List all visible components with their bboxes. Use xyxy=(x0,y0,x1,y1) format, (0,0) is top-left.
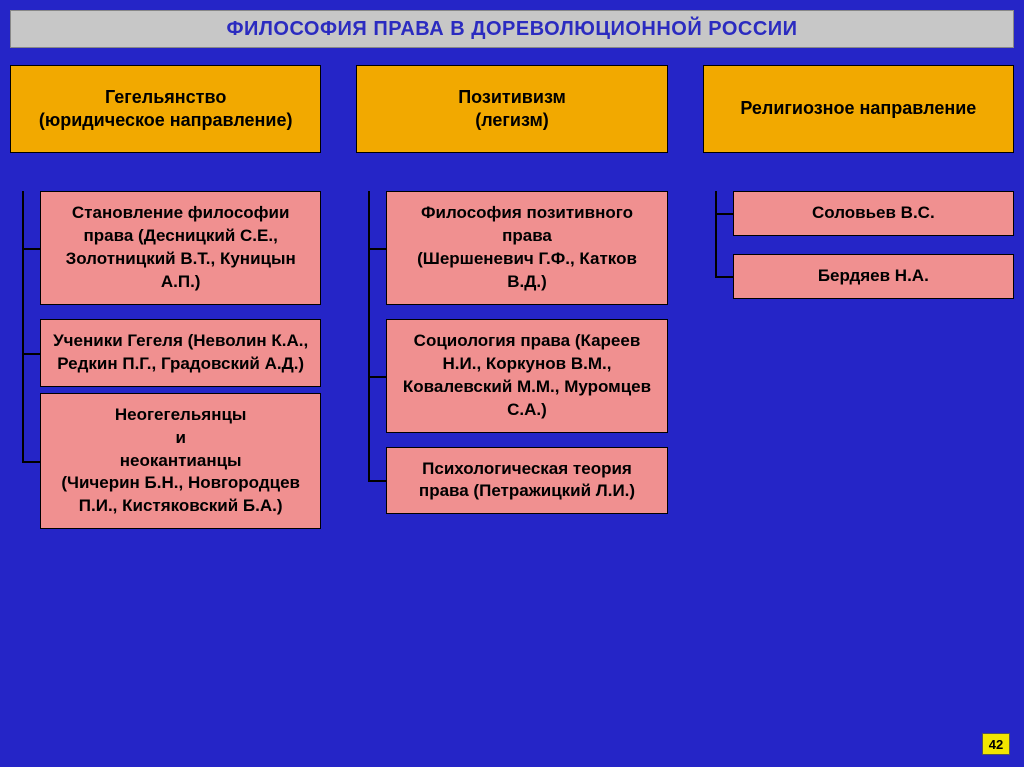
items-wrap: Становление философии права (Десницкий С… xyxy=(40,191,321,529)
item-box: Соловьев В.С. xyxy=(733,191,1014,236)
column-1: Позитивизм (легизм) Философия позитивного… xyxy=(356,65,667,529)
connector-h xyxy=(715,276,733,278)
connector-h xyxy=(368,480,386,482)
item-box: Неогегельянцы и неокантианцы (Чичерин Б.… xyxy=(40,393,321,530)
connector-h xyxy=(368,376,386,378)
items-wrap: Философия позитивного права (Шершеневич … xyxy=(386,191,667,514)
connector-v xyxy=(715,191,717,276)
column-0: Гегельянство (юридическое направление) Ст… xyxy=(10,65,321,529)
connector-h xyxy=(715,213,733,215)
connector-h xyxy=(22,353,40,355)
item-box: Становление философии права (Десницкий С… xyxy=(40,191,321,305)
connector-h xyxy=(22,248,40,250)
slide-number: 42 xyxy=(989,737,1003,752)
item-box: Ученики Гегеля (Неволин К.А., Редкин П.Г… xyxy=(40,319,321,387)
title-bar: ФИЛОСОФИЯ ПРАВА В ДОРЕВОЛЮЦИОННОЙ РОССИИ xyxy=(10,10,1014,48)
connector-h xyxy=(368,248,386,250)
item-box: Философия позитивного права (Шершеневич … xyxy=(386,191,667,305)
column-header: Гегельянство (юридическое направление) xyxy=(10,65,321,153)
column-header: Позитивизм (легизм) xyxy=(356,65,667,153)
column-2: Религиозное направление Соловьев В.С. Берд… xyxy=(703,65,1014,529)
connector-v xyxy=(22,191,24,461)
slide-number-badge: 42 xyxy=(982,733,1010,755)
items-wrap: Соловьев В.С. Бердяев Н.А. xyxy=(733,191,1014,299)
page-title: ФИЛОСОФИЯ ПРАВА В ДОРЕВОЛЮЦИОННОЙ РОССИИ xyxy=(226,18,797,41)
connector-v xyxy=(368,191,370,480)
item-box: Психологическая теория права (Петражицки… xyxy=(386,447,667,515)
item-box: Бердяев Н.А. xyxy=(733,254,1014,299)
item-box: Социология права (Кареев Н.И., Коркунов … xyxy=(386,319,667,433)
connector-h xyxy=(22,461,40,463)
column-header: Религиозное направление xyxy=(703,65,1014,153)
columns-container: Гегельянство (юридическое направление) Ст… xyxy=(10,65,1014,529)
